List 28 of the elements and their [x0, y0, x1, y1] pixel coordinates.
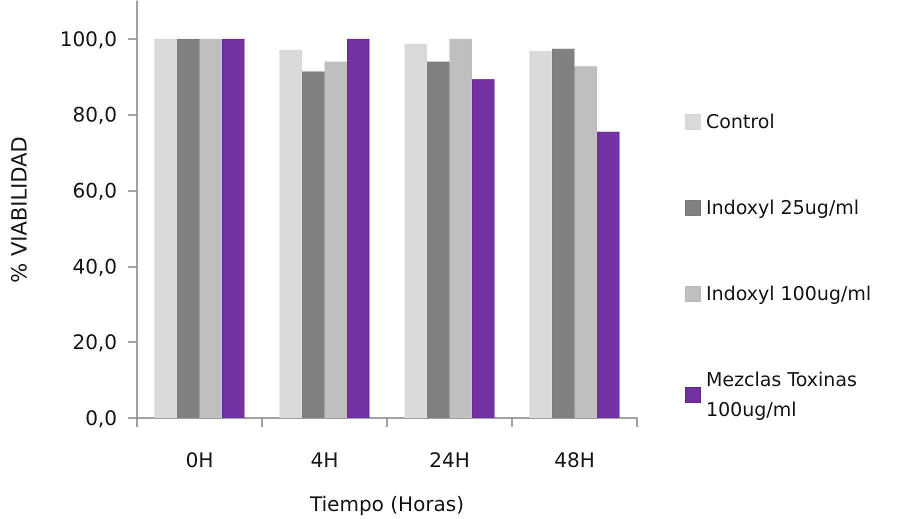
- bar: [530, 51, 552, 418]
- x-tick-label: 48H: [554, 448, 595, 472]
- x-tick-label: 4H: [310, 448, 338, 472]
- bar: [404, 44, 427, 418]
- legend-label: Mezclas Toxinas 100ug/ml: [706, 369, 863, 421]
- x-tick-label: 0H: [186, 448, 214, 472]
- legend-label: Control: [706, 111, 775, 133]
- legend-label: Indoxyl 25ug/ml: [706, 197, 860, 219]
- bar: [597, 132, 620, 418]
- x-tick-label: 24H: [429, 448, 470, 472]
- y-tick-label: 80,0: [72, 102, 117, 127]
- y-tick-label: 40,0: [72, 254, 117, 278]
- x-axis-title: Tiempo (Horas): [308, 492, 464, 516]
- bar: [450, 38, 472, 418]
- y-tick-label: 20,0: [72, 330, 117, 354]
- y-tick-label: 100,0: [60, 26, 117, 51]
- y-tick-label: 60,0: [72, 178, 117, 203]
- y-axis-title: % VIABILIDAD: [8, 136, 32, 283]
- bar: [200, 38, 222, 418]
- bar: [154, 38, 177, 418]
- bar: [472, 79, 494, 418]
- bar: [222, 38, 244, 418]
- y-tick-label: 0,0: [85, 406, 117, 430]
- legend-label: Indoxyl 100ug/ml: [706, 283, 872, 305]
- bar: [280, 50, 302, 418]
- bar: [574, 66, 597, 418]
- bar: [347, 38, 370, 418]
- bar: [324, 62, 347, 418]
